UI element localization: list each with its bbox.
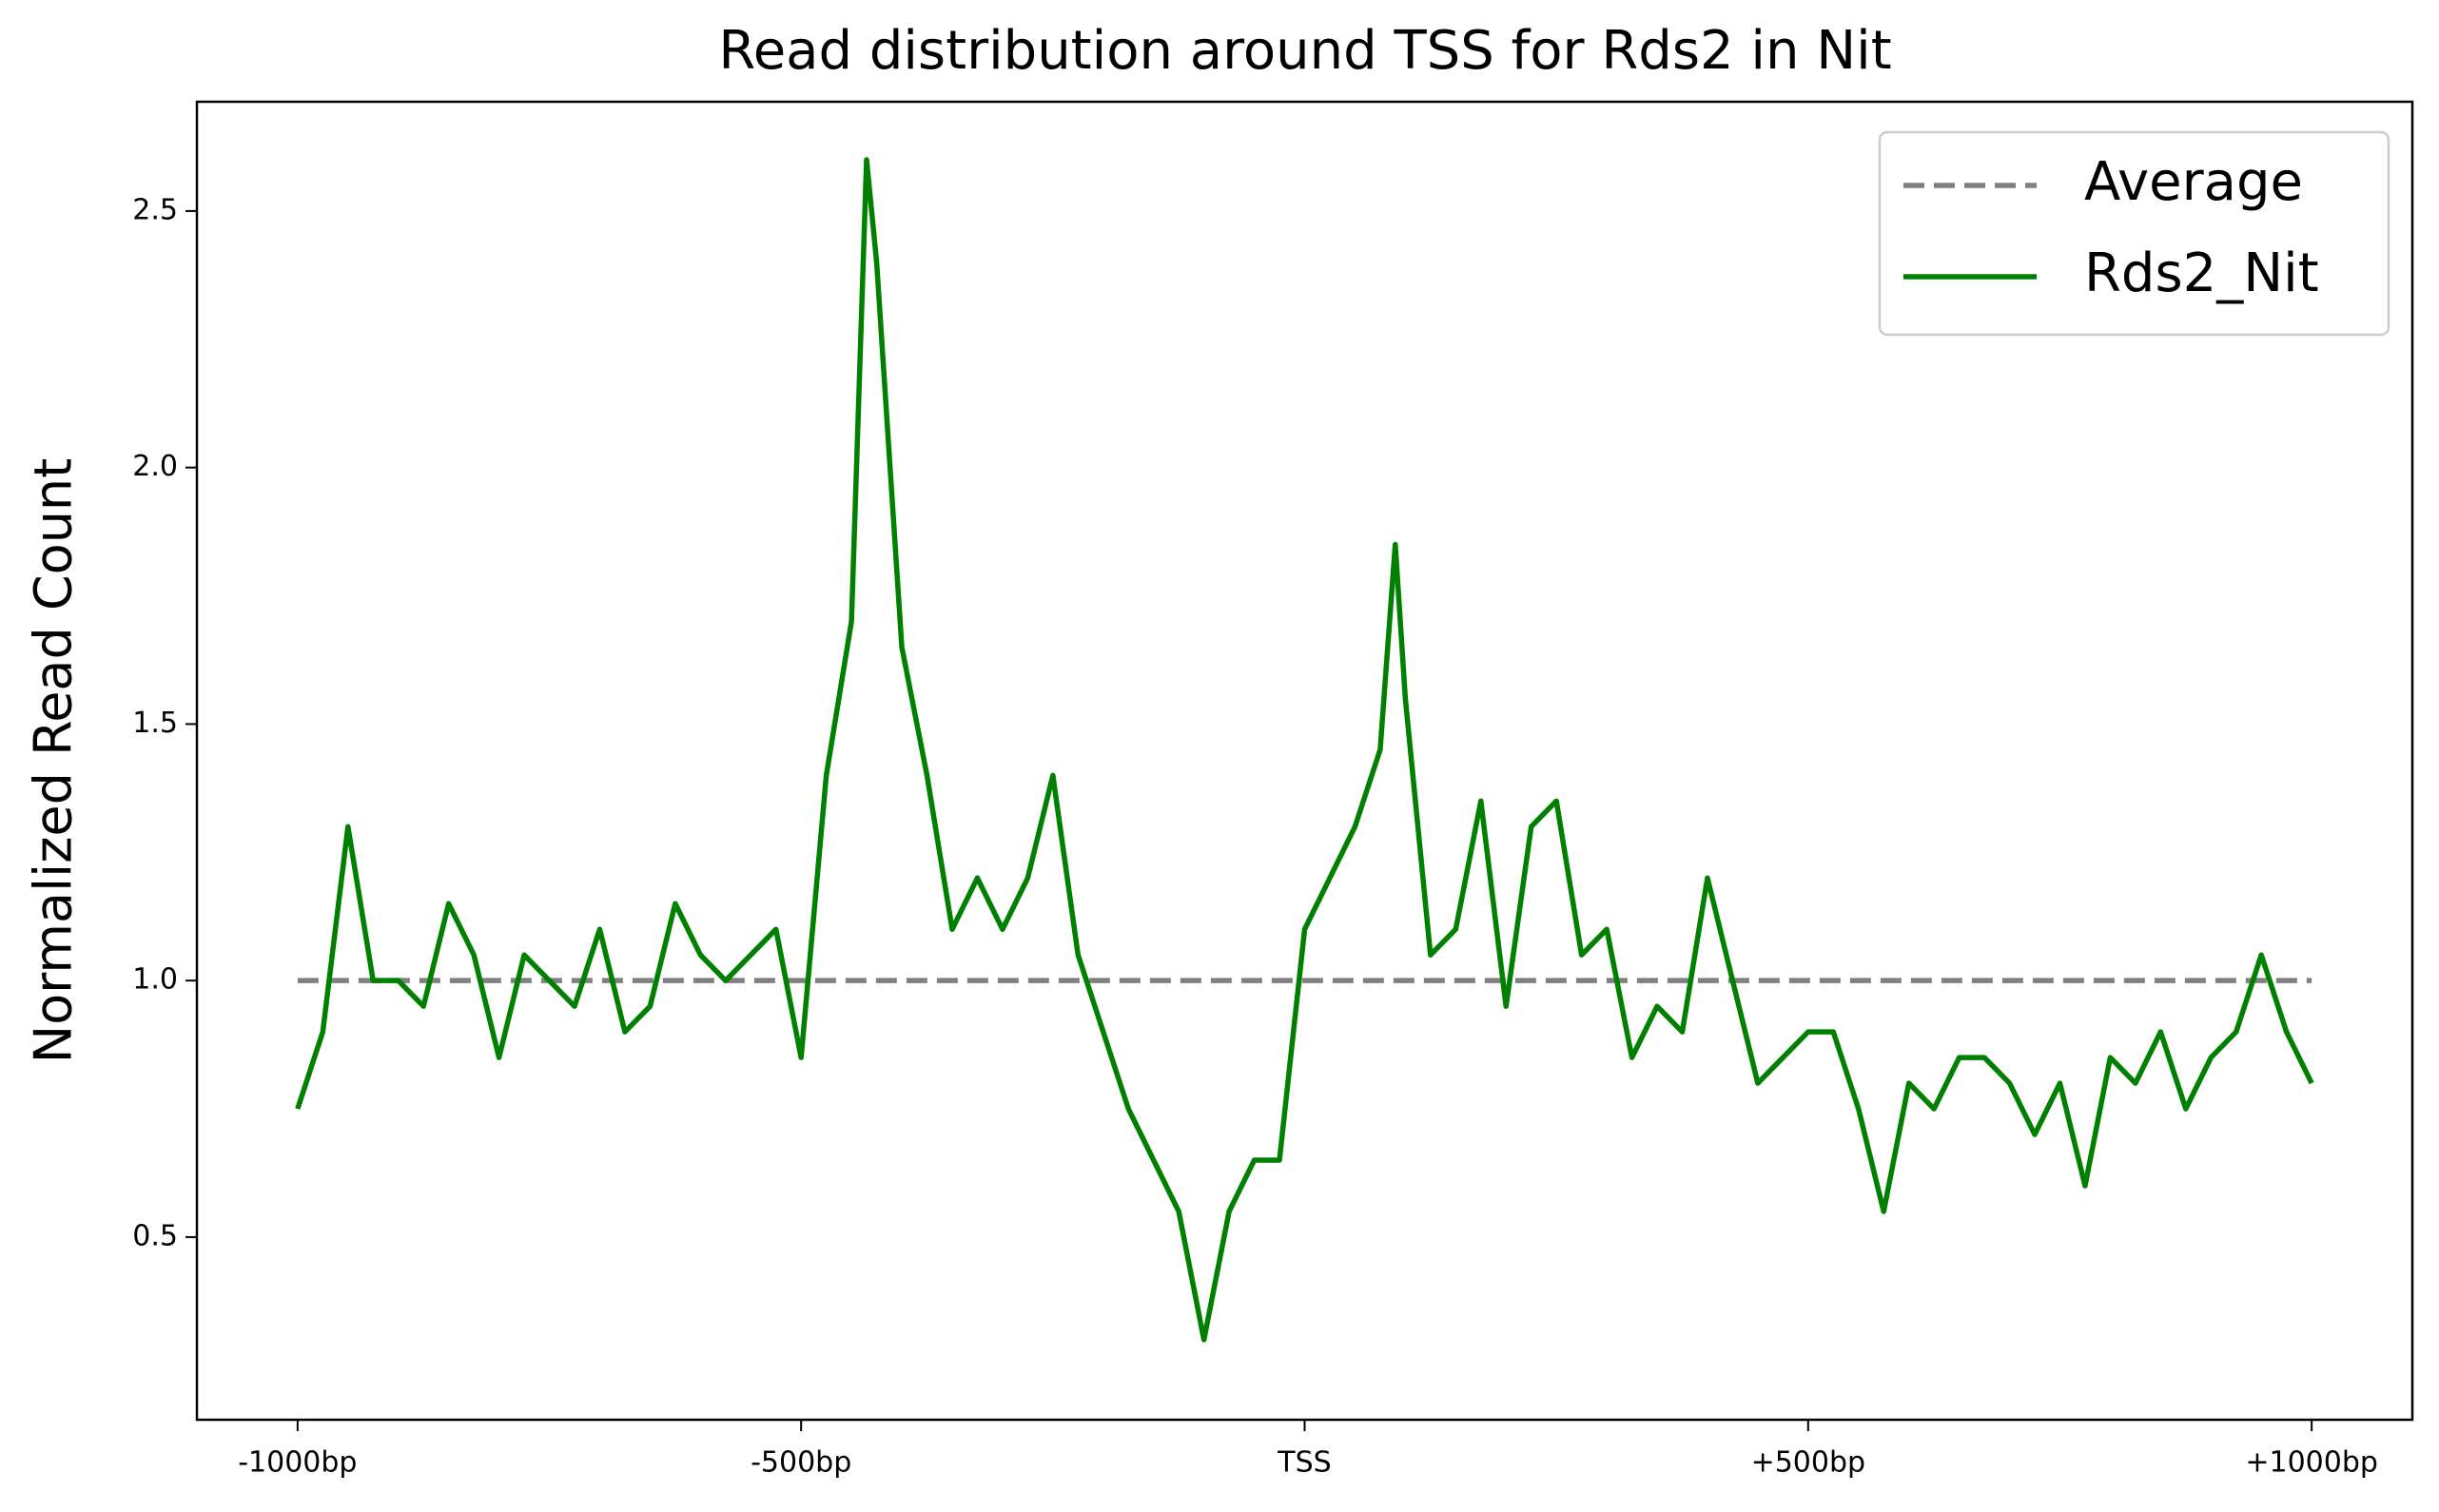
legend-label: Average: [2084, 151, 2303, 213]
y-tick-label: 1.5: [132, 707, 178, 740]
legend-label: Rds2_Nit: [2084, 242, 2319, 304]
x-tick-label: -1000bp: [238, 1446, 357, 1480]
series-line: [295, 157, 2314, 1343]
y-tick-label: 2.5: [132, 193, 178, 226]
chart-title: Read distribution around TSS for Rds2 in…: [718, 20, 1891, 82]
y-axis-label: Normalized Read Count: [24, 458, 84, 1064]
y-tick-label: 1.0: [132, 963, 178, 997]
y-tick-label: 0.5: [132, 1219, 178, 1252]
x-tick-label: +500bp: [1751, 1446, 1865, 1480]
y-tick-label: 2.0: [132, 450, 178, 483]
x-tick-label: -500bp: [751, 1446, 851, 1480]
x-tick-label: TSS: [1277, 1446, 1331, 1480]
x-tick-label: +1000bp: [2245, 1446, 2378, 1480]
